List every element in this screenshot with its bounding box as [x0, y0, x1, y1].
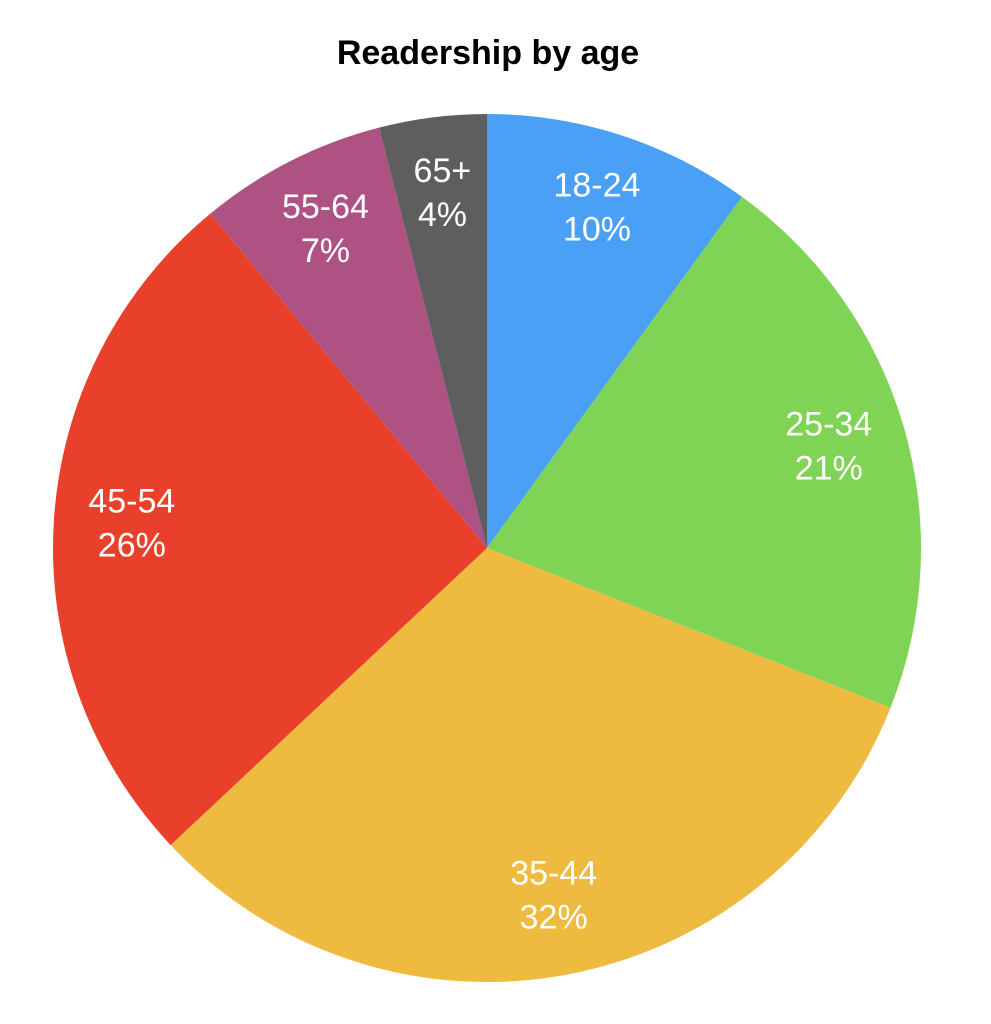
- slice-category-label: 55-64: [282, 188, 369, 226]
- slice-value-label: 4%: [418, 196, 467, 234]
- slice-category-label: 35-44: [510, 855, 597, 893]
- slice-value-label: 7%: [301, 232, 350, 270]
- pie-slice: [487, 196, 922, 708]
- slice-value-label: 10%: [563, 211, 631, 249]
- slice-category-label: 45-54: [88, 483, 175, 521]
- pie-slice: [379, 114, 487, 548]
- slice-category-label: 18-24: [553, 167, 640, 205]
- slice-value-label: 32%: [520, 899, 588, 937]
- pie-slice: [170, 548, 891, 983]
- slice-category-label: 65+: [414, 152, 472, 190]
- slice-value-label: 26%: [98, 527, 166, 565]
- pie-slice: [52, 213, 488, 846]
- pie-slice: [210, 127, 488, 548]
- slice-category-label: 25-34: [785, 406, 872, 444]
- chart-title: Readership by age: [337, 34, 639, 72]
- slice-value-label: 21%: [795, 450, 863, 488]
- pie-slice: [487, 114, 743, 548]
